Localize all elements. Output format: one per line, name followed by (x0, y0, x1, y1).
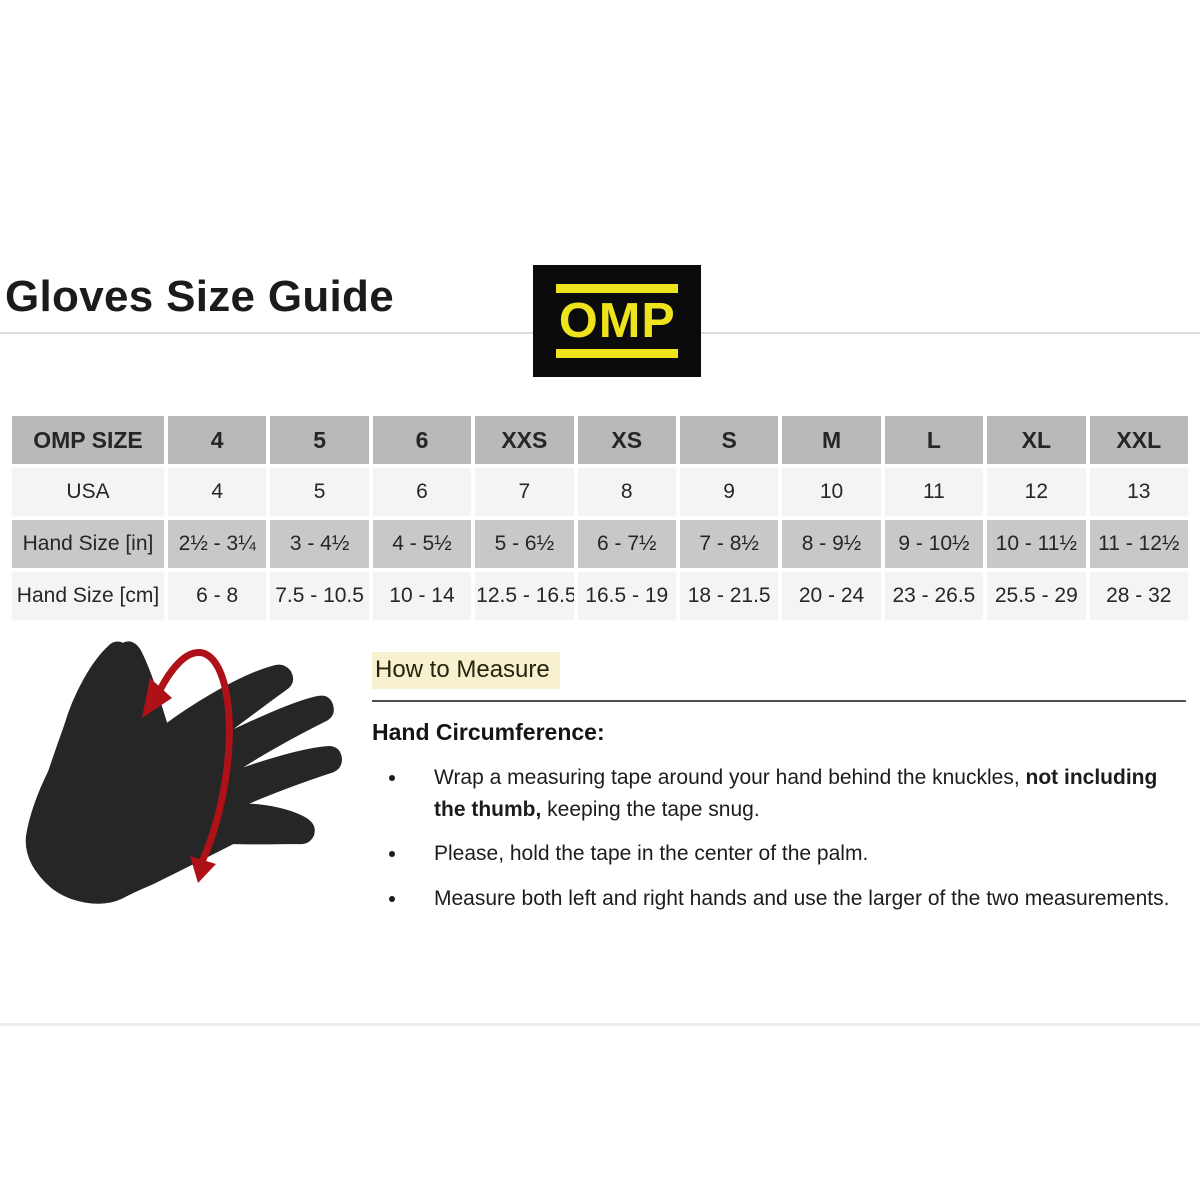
usa-cell: 5 (270, 468, 369, 516)
hand-cm-cell: 12.5 - 16.5 (475, 572, 574, 620)
hand-cm-cell: 7.5 - 10.5 (270, 572, 369, 620)
measure-divider (372, 700, 1186, 702)
bullet-bold-text: not including the thumb, (434, 766, 1158, 821)
logo-bar-top (556, 283, 678, 293)
measure-bullet-2: Please, hold the tape in the center of t… (408, 838, 1186, 870)
omp-size-cell: S (679, 416, 779, 464)
hand-measure-illustration (25, 641, 342, 904)
hand-cm-cell: 25.5 - 29 (987, 572, 1086, 620)
logo-bar-bottom (556, 349, 678, 359)
omp-size-cell: XXS (475, 416, 574, 464)
page-title: Gloves Size Guide (5, 272, 395, 321)
usa-cell: 7 (475, 468, 574, 516)
hand-in-cell: 2½ - 3¼ (168, 520, 267, 568)
omp-size-cell: XS (577, 416, 676, 464)
usa-cell: 4 (168, 468, 267, 516)
hand-in-cell: 7 - 8½ (679, 520, 779, 568)
measure-bullet-3: Measure both left and right hands and us… (408, 883, 1186, 915)
logo-text: OMP (558, 293, 676, 348)
row-label-usa: USA (12, 468, 164, 516)
usa-cell: 13 (1089, 468, 1188, 516)
omp-size-cell: M (782, 416, 881, 464)
how-to-measure-heading: How to Measure (372, 652, 560, 689)
hand-in-cell: 3 - 4½ (270, 520, 369, 568)
hand-cm-cell: 10 - 14 (372, 572, 472, 620)
omp-size-cell: L (884, 416, 984, 464)
table-row-hand-size-cm: Hand Size [cm] 6 - 8 7.5 - 10.5 10 - 14 … (12, 572, 1188, 620)
row-label-omp-size: OMP SIZE (12, 416, 164, 464)
table-row-usa: USA 4 5 6 7 8 9 10 11 12 13 (12, 468, 1188, 516)
hand-cm-cell: 23 - 26.5 (884, 572, 984, 620)
how-to-measure-section: How to Measure Hand Circumference: Wrap … (372, 652, 1186, 927)
measure-bullet-1: Wrap a measuring tape around your hand b… (408, 762, 1186, 825)
hand-in-cell: 5 - 6½ (475, 520, 574, 568)
hand-cm-cell: 6 - 8 (168, 572, 267, 620)
row-label-hand-size-cm: Hand Size [cm] (12, 572, 164, 620)
bullet-text: keeping the tape snug. (541, 797, 760, 821)
size-guide-table: OMP SIZE 4 5 6 XXS XS S M L XL XXL USA 4… (8, 412, 1192, 624)
hand-in-cell: 9 - 10½ (884, 520, 984, 568)
hand-in-cell: 6 - 7½ (577, 520, 676, 568)
hand-in-cell: 4 - 5½ (372, 520, 472, 568)
omp-size-cell: 5 (270, 416, 369, 464)
table-row-hand-size-in: Hand Size [in] 2½ - 3¼ 3 - 4½ 4 - 5½ 5 -… (12, 520, 1188, 568)
omp-size-cell: XL (987, 416, 1086, 464)
hand-circumference-heading: Hand Circumference: (372, 719, 605, 745)
hand-cm-cell: 20 - 24 (782, 572, 881, 620)
bullet-text: Measure both left and right hands and us… (434, 886, 1170, 910)
hand-silhouette (25, 641, 342, 904)
hand-cm-cell: 18 - 21.5 (679, 572, 779, 620)
hand-cm-cell: 16.5 - 19 (577, 572, 676, 620)
hand-in-cell: 11 - 12½ (1089, 520, 1188, 568)
usa-cell: 10 (782, 468, 881, 516)
measuring-tape-arrow-icon (142, 649, 233, 883)
usa-cell: 8 (577, 468, 676, 516)
omp-size-cell: XXL (1089, 416, 1188, 464)
row-label-hand-size-in: Hand Size [in] (12, 520, 164, 568)
omp-size-cell: 4 (168, 416, 267, 464)
table-row-omp-size: OMP SIZE 4 5 6 XXS XS S M L XL XXL (12, 416, 1188, 464)
omp-size-cell: 6 (372, 416, 472, 464)
omp-logo: OMP (533, 265, 701, 377)
measure-instructions-list: Wrap a measuring tape around your hand b… (372, 762, 1186, 914)
bullet-text: Wrap a measuring tape around your hand b… (434, 766, 1026, 789)
hand-cm-cell: 28 - 32 (1089, 572, 1188, 620)
hand-in-cell: 8 - 9½ (782, 520, 881, 568)
usa-cell: 6 (372, 468, 472, 516)
usa-cell: 9 (679, 468, 779, 516)
hand-in-cell: 10 - 11½ (987, 520, 1086, 568)
usa-cell: 11 (884, 468, 984, 516)
usa-cell: 12 (987, 468, 1086, 516)
bottom-divider (0, 1023, 1200, 1026)
bullet-text: Please, hold the tape in the center of t… (434, 842, 869, 865)
